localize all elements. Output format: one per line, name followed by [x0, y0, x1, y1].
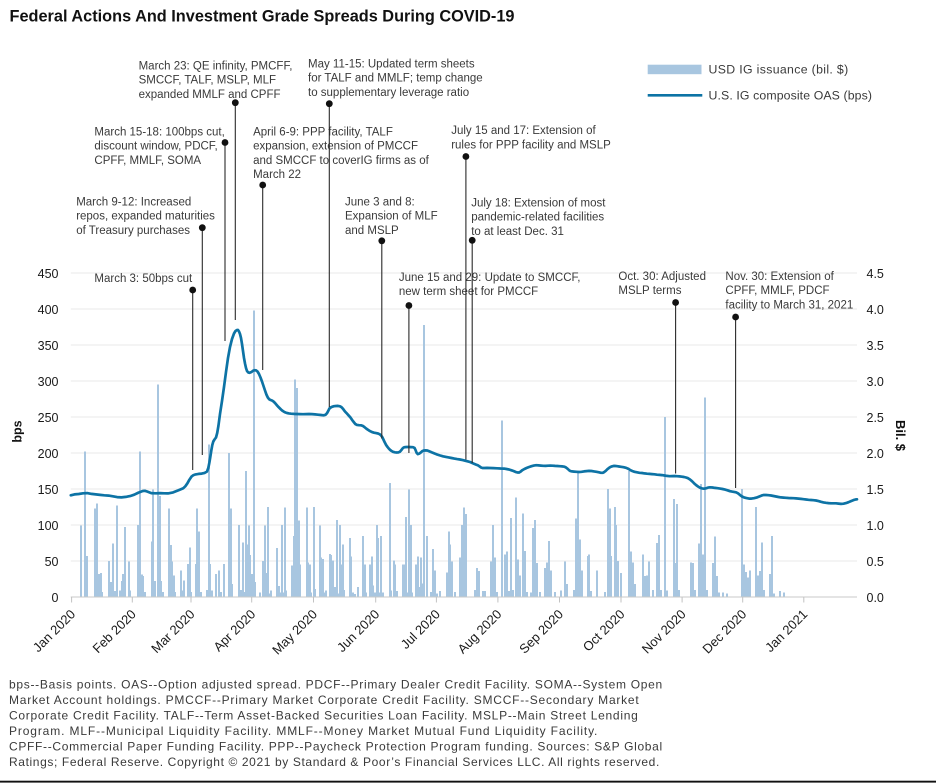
svg-text:discount window, PDCF,: discount window, PDCF, — [94, 141, 217, 153]
svg-text:3.5: 3.5 — [867, 339, 884, 353]
svg-text:1.5: 1.5 — [867, 483, 884, 497]
svg-text:Corporate Credit Facility. TAL: Corporate Credit Facility. TALF--Term As… — [9, 709, 638, 723]
svg-text:2.0: 2.0 — [867, 447, 884, 461]
svg-text:Oct. 30: Adjusted: Oct. 30: Adjusted — [618, 271, 706, 283]
svg-text:Market Account holdings. PMCCF: Market Account holdings. PMCCF--Primary … — [9, 693, 639, 707]
svg-text:200: 200 — [38, 447, 59, 461]
svg-text:for TALF and MMLF; temp change: for TALF and MMLF; temp change — [308, 73, 483, 85]
svg-text:1.0: 1.0 — [867, 519, 884, 533]
svg-text:300: 300 — [38, 375, 59, 389]
svg-text:June 15 and 29: Update to SMCC: June 15 and 29: Update to SMCCF, — [399, 272, 581, 284]
svg-text:Nov. 30: Extension of: Nov. 30: Extension of — [725, 271, 834, 283]
svg-text:350: 350 — [38, 339, 59, 353]
svg-text:CPFF, MMLF, PDCF: CPFF, MMLF, PDCF — [725, 285, 829, 297]
svg-text:SMCCF, TALF, MSLP, MLF: SMCCF, TALF, MSLP, MLF — [139, 75, 276, 87]
svg-text:facility to March 31, 2021: facility to March 31, 2021 — [725, 299, 853, 311]
svg-text:March 22: March 22 — [253, 169, 301, 181]
svg-text:Expansion of MLF: Expansion of MLF — [345, 211, 438, 223]
svg-text:rules for PPP facility and MSL: rules for PPP facility and MSLP — [451, 139, 611, 151]
svg-text:Federal Actions And Investment: Federal Actions And Investment Grade Spr… — [10, 7, 515, 26]
svg-text:bps--Basis points. OAS--Option: bps--Basis points. OAS--Option adjusted … — [9, 678, 662, 692]
svg-text:0.0: 0.0 — [867, 591, 884, 605]
svg-text:50: 50 — [45, 555, 59, 569]
svg-text:CPFF--Commercial Paper Funding: CPFF--Commercial Paper Funding Facility.… — [9, 740, 662, 754]
svg-text:Ratings; Federal Reserve. Copy: Ratings; Federal Reserve. Copyright © 20… — [9, 755, 659, 769]
svg-text:USD IG issuance (bil. $): USD IG issuance (bil. $) — [709, 63, 849, 77]
svg-text:4.0: 4.0 — [867, 303, 884, 317]
svg-text:U.S. IG composite OAS (bps): U.S. IG composite OAS (bps) — [709, 89, 873, 103]
svg-text:July 15 and 17: Extension of: July 15 and 17: Extension of — [451, 125, 596, 137]
svg-text:0.5: 0.5 — [867, 555, 884, 569]
svg-text:pandemic-related facilities: pandemic-related facilities — [471, 212, 604, 224]
svg-text:June 3 and 8:: June 3 and 8: — [345, 197, 415, 209]
svg-text:MSLP terms: MSLP terms — [618, 285, 681, 297]
svg-text:450: 450 — [38, 267, 59, 281]
svg-text:and MSLP: and MSLP — [345, 225, 399, 237]
svg-text:2.5: 2.5 — [867, 411, 884, 425]
svg-text:and SMCCF to coverIG firms as: and SMCCF to coverIG firms as of — [253, 155, 430, 167]
svg-text:4.5: 4.5 — [867, 267, 884, 281]
svg-text:3.0: 3.0 — [867, 375, 884, 389]
svg-text:repos, expanded maturities: repos, expanded maturities — [76, 211, 215, 223]
svg-text:250: 250 — [38, 411, 59, 425]
svg-text:July 18: Extension of most: July 18: Extension of most — [471, 198, 606, 210]
svg-text:expanded MMLF and CPFF: expanded MMLF and CPFF — [139, 89, 281, 101]
svg-text:400: 400 — [38, 303, 59, 317]
svg-text:April 6-9: PPP facility, TALF: April 6-9: PPP facility, TALF — [253, 127, 393, 139]
svg-text:100: 100 — [38, 519, 59, 533]
svg-text:to at least Dec. 31: to at least Dec. 31 — [471, 226, 564, 238]
svg-text:Bil. $: Bil. $ — [893, 420, 908, 452]
svg-text:new term sheet for PMCCF: new term sheet for PMCCF — [399, 286, 538, 298]
svg-text:to supplementary leverage rati: to supplementary leverage ratio — [308, 87, 469, 99]
svg-text:150: 150 — [38, 483, 59, 497]
svg-text:March 15-18: 100bps cut,: March 15-18: 100bps cut, — [94, 127, 224, 139]
svg-text:May 11-15: Updated term sheets: May 11-15: Updated term sheets — [308, 59, 475, 71]
svg-text:0: 0 — [52, 591, 59, 605]
svg-text:of Treasury purchases: of Treasury purchases — [76, 225, 190, 237]
svg-text:March 3: 50bps cut: March 3: 50bps cut — [94, 273, 193, 285]
svg-text:bps: bps — [11, 420, 25, 442]
svg-text:March 9-12: Increased: March 9-12: Increased — [76, 197, 191, 209]
svg-text:March 23: QE infinity, PMCFF,: March 23: QE infinity, PMCFF, — [139, 61, 293, 73]
svg-text:expansion, extension of PMCCF: expansion, extension of PMCCF — [253, 141, 418, 153]
svg-text:Program. MLF--Municipal Liquid: Program. MLF--Municipal Liquidity Facili… — [9, 724, 597, 738]
svg-text:CPFF, MMLF, SOMA: CPFF, MMLF, SOMA — [94, 155, 201, 167]
